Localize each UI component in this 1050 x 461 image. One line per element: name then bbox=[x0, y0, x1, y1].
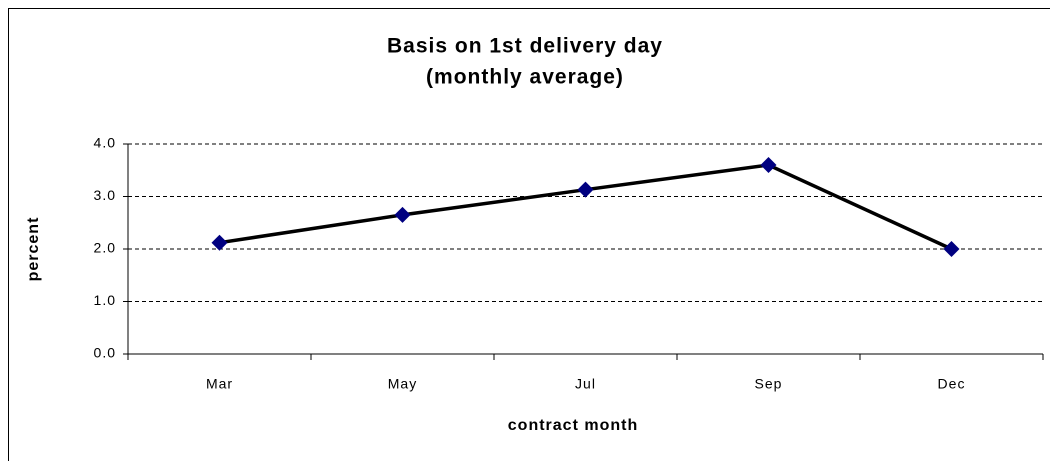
y-axis-title: percent bbox=[25, 217, 42, 282]
y-tick-label: 0.0 bbox=[94, 345, 116, 361]
data-marker bbox=[394, 206, 411, 223]
data-marker bbox=[577, 181, 594, 198]
chart-title: (monthly average) bbox=[426, 66, 624, 89]
chart-title: Basis on 1st delivery day bbox=[387, 35, 663, 58]
y-tick-label: 4.0 bbox=[94, 135, 116, 151]
y-tick-label: 3.0 bbox=[94, 187, 116, 203]
data-marker bbox=[760, 157, 777, 173]
data-marker bbox=[943, 241, 960, 257]
y-tick-label: 2.0 bbox=[94, 240, 116, 256]
y-tick-label: 1.0 bbox=[94, 292, 116, 308]
chart-frame bbox=[8, 8, 1050, 461]
x-tick-label: Mar bbox=[206, 376, 233, 392]
x-axis-title: contract month bbox=[508, 417, 638, 434]
x-tick-label: Sep bbox=[755, 376, 783, 392]
x-tick-label: Jul bbox=[575, 376, 596, 392]
x-tick-label: Dec bbox=[938, 376, 966, 392]
x-tick-label: May bbox=[388, 376, 417, 392]
data-marker bbox=[211, 234, 228, 251]
